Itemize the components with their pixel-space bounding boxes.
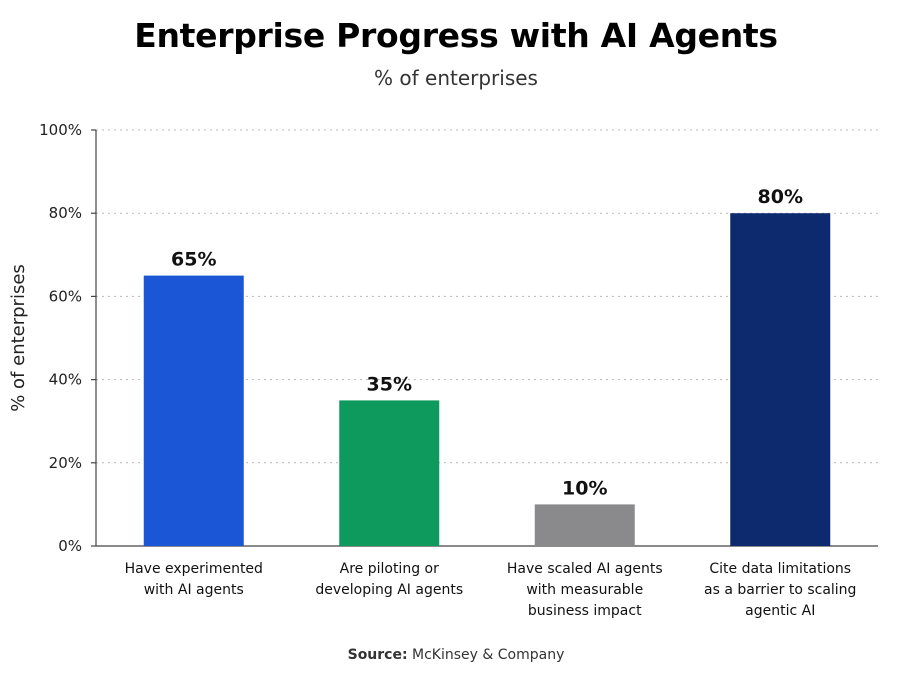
y-tick-label: 20%	[49, 454, 82, 472]
category-label: business impact	[528, 603, 642, 619]
category-label: agentic AI	[745, 603, 815, 619]
y-tick-label: 40%	[49, 371, 82, 389]
category-labels: Have experimented with AI agents Are pilot…	[125, 561, 857, 619]
y-tick-label: 60%	[49, 287, 82, 305]
category-label: Are piloting or	[340, 561, 439, 577]
y-tick-label: 100%	[39, 121, 82, 139]
category-label: with measurable	[526, 582, 643, 598]
y-tick-label: 80%	[49, 204, 82, 222]
y-tick-label: 0%	[58, 537, 82, 555]
gridlines	[96, 129, 878, 464]
y-axis-ticks: 0% 20% 40% 60% 80% 100%	[39, 121, 96, 555]
category-label: with AI agents	[144, 582, 244, 598]
data-label: 65%	[171, 249, 216, 271]
data-label: 10%	[562, 477, 607, 499]
bar	[339, 400, 440, 546]
chart-title: Enterprise Progress with AI Agents	[134, 16, 778, 55]
data-label: 35%	[367, 373, 412, 395]
bar	[730, 213, 831, 546]
data-labels: 65% 35% 10% 80%	[171, 186, 803, 499]
source-note: Source: McKinsey & Company	[0, 647, 912, 663]
category-label: as a barrier to scaling	[704, 582, 856, 598]
source-text: McKinsey & Company	[412, 647, 565, 663]
data-label: 80%	[758, 186, 803, 208]
bars	[143, 213, 831, 546]
source-label: Source:	[347, 647, 408, 663]
category-label: developing AI agents	[315, 582, 463, 598]
category-label: Cite data limitations	[709, 561, 851, 577]
y-axis-label: % of enterprises	[8, 264, 29, 412]
bar	[534, 504, 635, 546]
category-label: Have experimented	[125, 561, 263, 577]
category-label: Have scaled AI agents	[507, 561, 663, 577]
chart-subtitle: % of enterprises	[374, 66, 538, 90]
bar	[143, 275, 244, 546]
